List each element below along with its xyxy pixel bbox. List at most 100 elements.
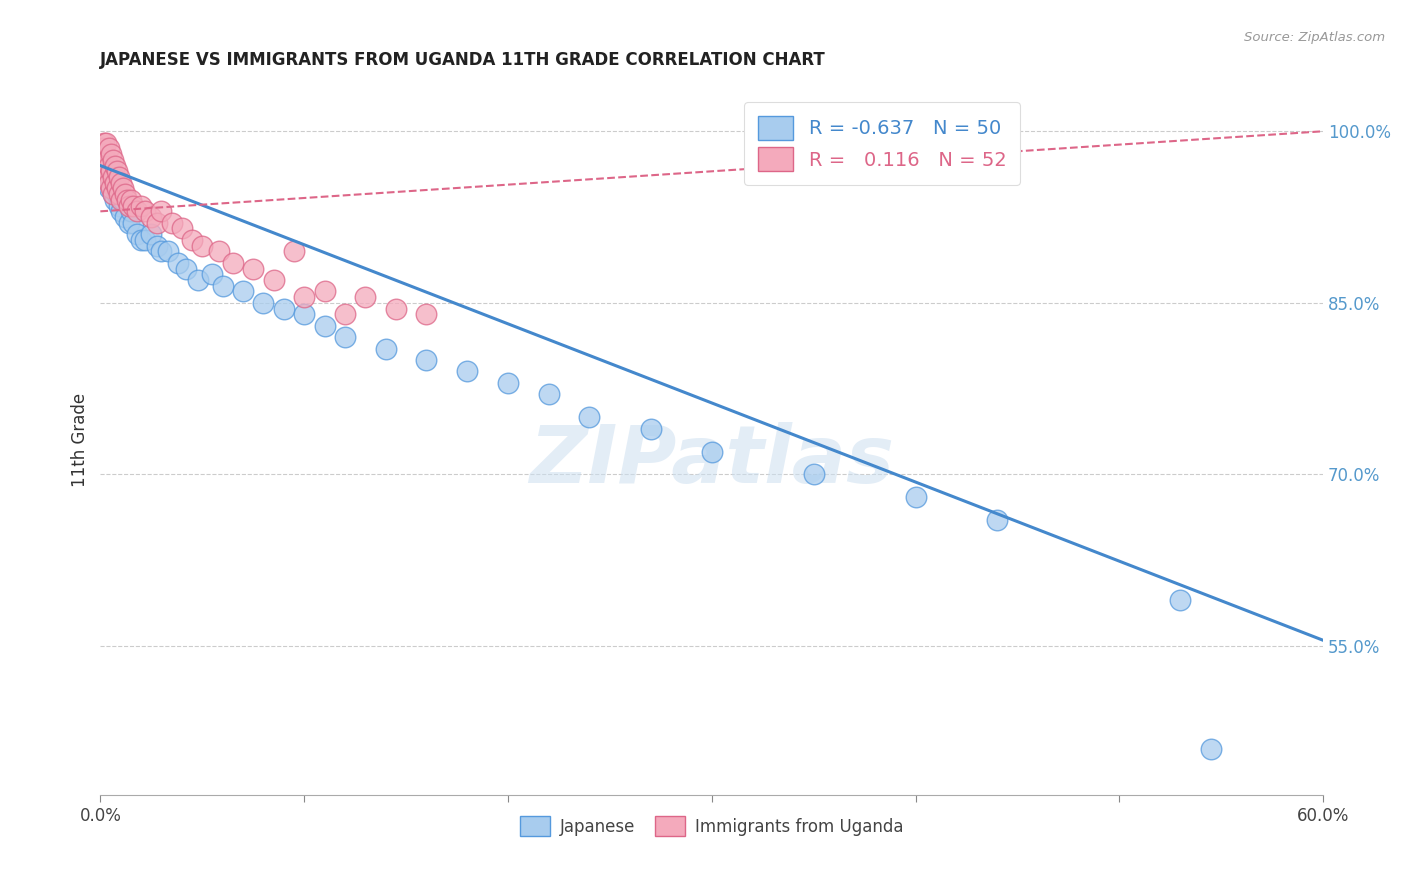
Point <box>104 176 127 190</box>
Point <box>700 444 723 458</box>
Point <box>105 187 128 202</box>
Point <box>170 221 193 235</box>
Point <box>125 227 148 242</box>
Point <box>91 159 114 173</box>
Point <box>101 169 124 184</box>
Point <box>156 244 179 259</box>
Point <box>93 153 115 167</box>
Point <box>111 181 134 195</box>
Point <box>201 267 224 281</box>
Point <box>129 233 152 247</box>
Point <box>263 273 285 287</box>
Point <box>141 227 163 242</box>
Point <box>91 141 114 155</box>
Point <box>211 278 233 293</box>
Point <box>107 199 129 213</box>
Point <box>803 467 825 482</box>
Point <box>456 364 478 378</box>
Point <box>640 422 662 436</box>
Point <box>97 164 120 178</box>
Point <box>129 199 152 213</box>
Point <box>174 261 197 276</box>
Point <box>333 307 356 321</box>
Point <box>93 136 115 150</box>
Point <box>134 233 156 247</box>
Point <box>160 216 183 230</box>
Point <box>100 164 122 178</box>
Point <box>97 141 120 155</box>
Point <box>110 193 132 207</box>
Text: JAPANESE VS IMMIGRANTS FROM UGANDA 11TH GRADE CORRELATION CHART: JAPANESE VS IMMIGRANTS FROM UGANDA 11TH … <box>100 51 827 69</box>
Point <box>415 307 437 321</box>
Point <box>242 261 264 276</box>
Point <box>114 187 136 202</box>
Point <box>101 153 124 167</box>
Point <box>141 210 163 224</box>
Point <box>100 169 122 184</box>
Point <box>187 273 209 287</box>
Point <box>292 290 315 304</box>
Point <box>222 256 245 270</box>
Point <box>415 353 437 368</box>
Point <box>273 301 295 316</box>
Point <box>96 176 118 190</box>
Point <box>125 204 148 219</box>
Point <box>96 169 118 184</box>
Point <box>93 164 115 178</box>
Point <box>146 216 169 230</box>
Point <box>101 176 124 190</box>
Text: Source: ZipAtlas.com: Source: ZipAtlas.com <box>1244 31 1385 45</box>
Point <box>107 187 129 202</box>
Point <box>374 342 396 356</box>
Point <box>118 199 141 213</box>
Point <box>114 210 136 224</box>
Point <box>150 244 173 259</box>
Point <box>93 147 115 161</box>
Point <box>191 238 214 252</box>
Point <box>91 147 114 161</box>
Legend: Japanese, Immigrants from Uganda: Japanese, Immigrants from Uganda <box>513 809 910 843</box>
Point <box>314 285 336 299</box>
Point <box>537 387 560 401</box>
Point <box>232 285 254 299</box>
Point <box>207 244 229 259</box>
Point <box>110 204 132 219</box>
Point <box>96 153 118 167</box>
Point <box>105 181 128 195</box>
Point <box>292 307 315 321</box>
Point <box>101 187 124 202</box>
Point <box>97 159 120 173</box>
Point <box>97 176 120 190</box>
Point <box>115 193 138 207</box>
Point <box>107 169 129 184</box>
Point <box>105 164 128 178</box>
Point <box>354 290 377 304</box>
Point <box>252 296 274 310</box>
Point <box>496 376 519 390</box>
Point <box>100 181 122 195</box>
Point <box>104 159 127 173</box>
Point <box>93 169 115 184</box>
Point <box>904 491 927 505</box>
Point <box>385 301 408 316</box>
Point <box>578 410 600 425</box>
Point <box>100 147 122 161</box>
Point <box>96 136 118 150</box>
Point <box>96 159 118 173</box>
Point <box>333 330 356 344</box>
Y-axis label: 11th Grade: 11th Grade <box>72 393 89 487</box>
Point <box>283 244 305 259</box>
Point <box>97 181 120 195</box>
Point <box>166 256 188 270</box>
Point <box>122 199 145 213</box>
Point <box>111 193 134 207</box>
Point <box>146 238 169 252</box>
Point <box>1199 742 1222 756</box>
Point <box>314 318 336 333</box>
Point <box>120 204 142 219</box>
Point <box>1170 593 1192 607</box>
Point <box>122 216 145 230</box>
Point <box>150 204 173 219</box>
Point <box>986 513 1008 527</box>
Point <box>134 204 156 219</box>
